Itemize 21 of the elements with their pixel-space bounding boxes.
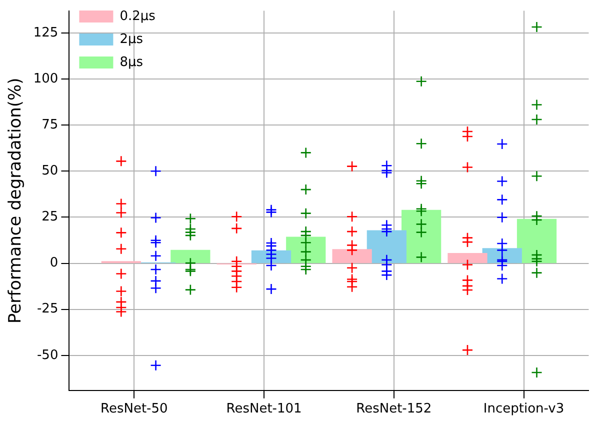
- y-tick-label: -50: [36, 348, 58, 363]
- y-tick-label: 25: [42, 210, 58, 225]
- y-tick-label: 100: [33, 71, 58, 86]
- y-tick-label: 50: [42, 163, 58, 178]
- y-tick-label: 0: [50, 256, 58, 271]
- x-tick-label: ResNet-152: [356, 402, 432, 417]
- y-tick-label: -25: [36, 302, 58, 317]
- legend-label: 8μs: [120, 54, 144, 70]
- legend-label: 2μs: [120, 32, 144, 47]
- bar: [366, 230, 406, 264]
- x-tick-label: Inception-v3: [483, 402, 564, 417]
- y-axis-title: Performance degradation(%): [6, 78, 26, 324]
- bar: [516, 218, 557, 264]
- legend-label: 0.2μs: [120, 8, 156, 24]
- y-tick-label: 125: [33, 25, 58, 40]
- y-tick-label: 75: [42, 117, 58, 132]
- x-tick-label: ResNet-50: [100, 402, 168, 417]
- x-tick-label: ResNet-101: [226, 402, 302, 417]
- bar: [332, 249, 372, 264]
- bar: [170, 250, 210, 264]
- bar: [448, 252, 488, 264]
